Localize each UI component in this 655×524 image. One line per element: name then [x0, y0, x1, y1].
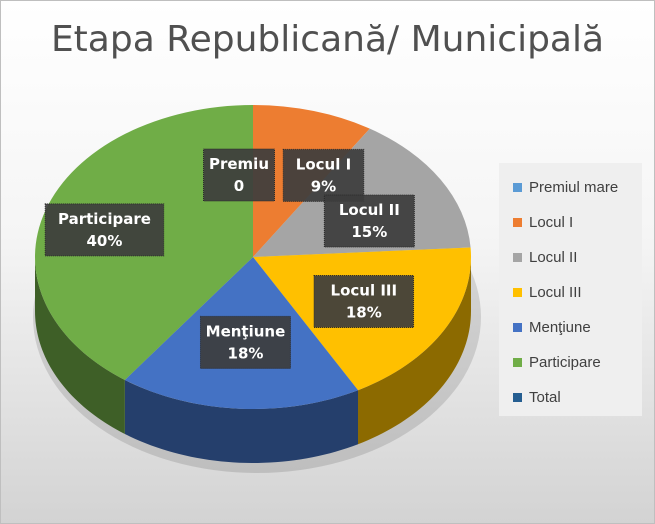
legend-item-mentiune: Menţiune	[513, 319, 591, 336]
data-label-name: Locul I	[296, 155, 351, 173]
legend-label: Locul III	[529, 284, 582, 301]
legend-swatch	[513, 393, 522, 402]
data-label-name: Menţiune	[206, 322, 286, 340]
legend-item-premiul-mare: Premiul mare	[513, 179, 618, 196]
legend-item-participare: Participare	[513, 354, 601, 371]
data-label-value: 9%	[311, 177, 336, 195]
data-label-locul-ii: Locul II 15%	[323, 194, 415, 248]
data-label-name: Locul II	[339, 201, 400, 219]
legend-item-locul-i: Locul I	[513, 214, 573, 231]
legend-item-locul-ii: Locul II	[513, 249, 577, 266]
data-label-participare: Participare 40%	[44, 203, 165, 257]
legend-label: Menţiune	[529, 319, 591, 336]
legend-swatch	[513, 323, 522, 332]
legend-label: Locul I	[529, 214, 574, 231]
data-label-name: Locul III	[331, 281, 398, 299]
data-label-value: 40%	[87, 232, 123, 250]
data-label-value: 18%	[228, 344, 264, 362]
legend-label: Total	[529, 389, 561, 406]
pie-side-menţiune	[124, 379, 359, 463]
legend-swatch	[513, 358, 522, 367]
pie-side-participare	[35, 257, 125, 434]
data-label-box	[44, 203, 165, 257]
legend-label: Locul II	[529, 249, 578, 266]
legend-label: Premiul mare	[529, 179, 619, 196]
data-label-name: Premiu	[209, 155, 269, 173]
data-label-box	[323, 194, 415, 248]
legend-item-total: Total	[513, 389, 561, 406]
legend-swatch	[513, 183, 522, 192]
data-label-box	[313, 274, 415, 328]
data-label-menţiune: Menţiune 18%	[199, 315, 291, 369]
legend-swatch	[513, 253, 522, 262]
data-label-box	[282, 148, 365, 202]
legend-label: Participare	[529, 354, 601, 371]
chart-legend: Premiul mare Locul I Locul II Locul III …	[499, 163, 642, 416]
data-label-premiul-mare: Premiu 0	[203, 148, 275, 202]
data-label-value: 0	[234, 177, 244, 195]
data-label-value: 15%	[351, 223, 387, 241]
legend-swatch	[513, 288, 522, 297]
legend-swatch	[513, 218, 522, 227]
chart-title: Etapa Republicană/ Municipală	[50, 19, 605, 60]
data-label-box	[199, 315, 291, 369]
data-label-box	[203, 148, 275, 202]
data-label-locul-i: Locul I 9%	[282, 148, 365, 202]
data-label-value: 18%	[346, 303, 382, 321]
pie-side-locul-iii	[358, 257, 471, 445]
data-label-name: Participare	[58, 210, 151, 228]
data-label-locul-iii: Locul III 18%	[313, 274, 415, 328]
legend-item-locul-iii: Locul III	[513, 284, 582, 301]
